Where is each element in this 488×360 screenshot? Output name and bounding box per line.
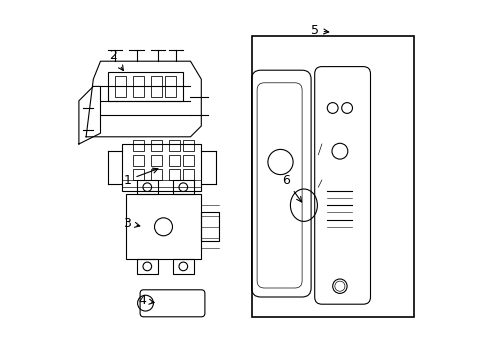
Text: 2: 2: [109, 49, 123, 71]
Text: 3: 3: [123, 217, 140, 230]
Bar: [251, 36, 413, 317]
Text: 5: 5: [310, 24, 328, 37]
Text: 1: 1: [123, 168, 158, 186]
Text: 4: 4: [138, 294, 154, 307]
Text: 6: 6: [282, 174, 301, 202]
